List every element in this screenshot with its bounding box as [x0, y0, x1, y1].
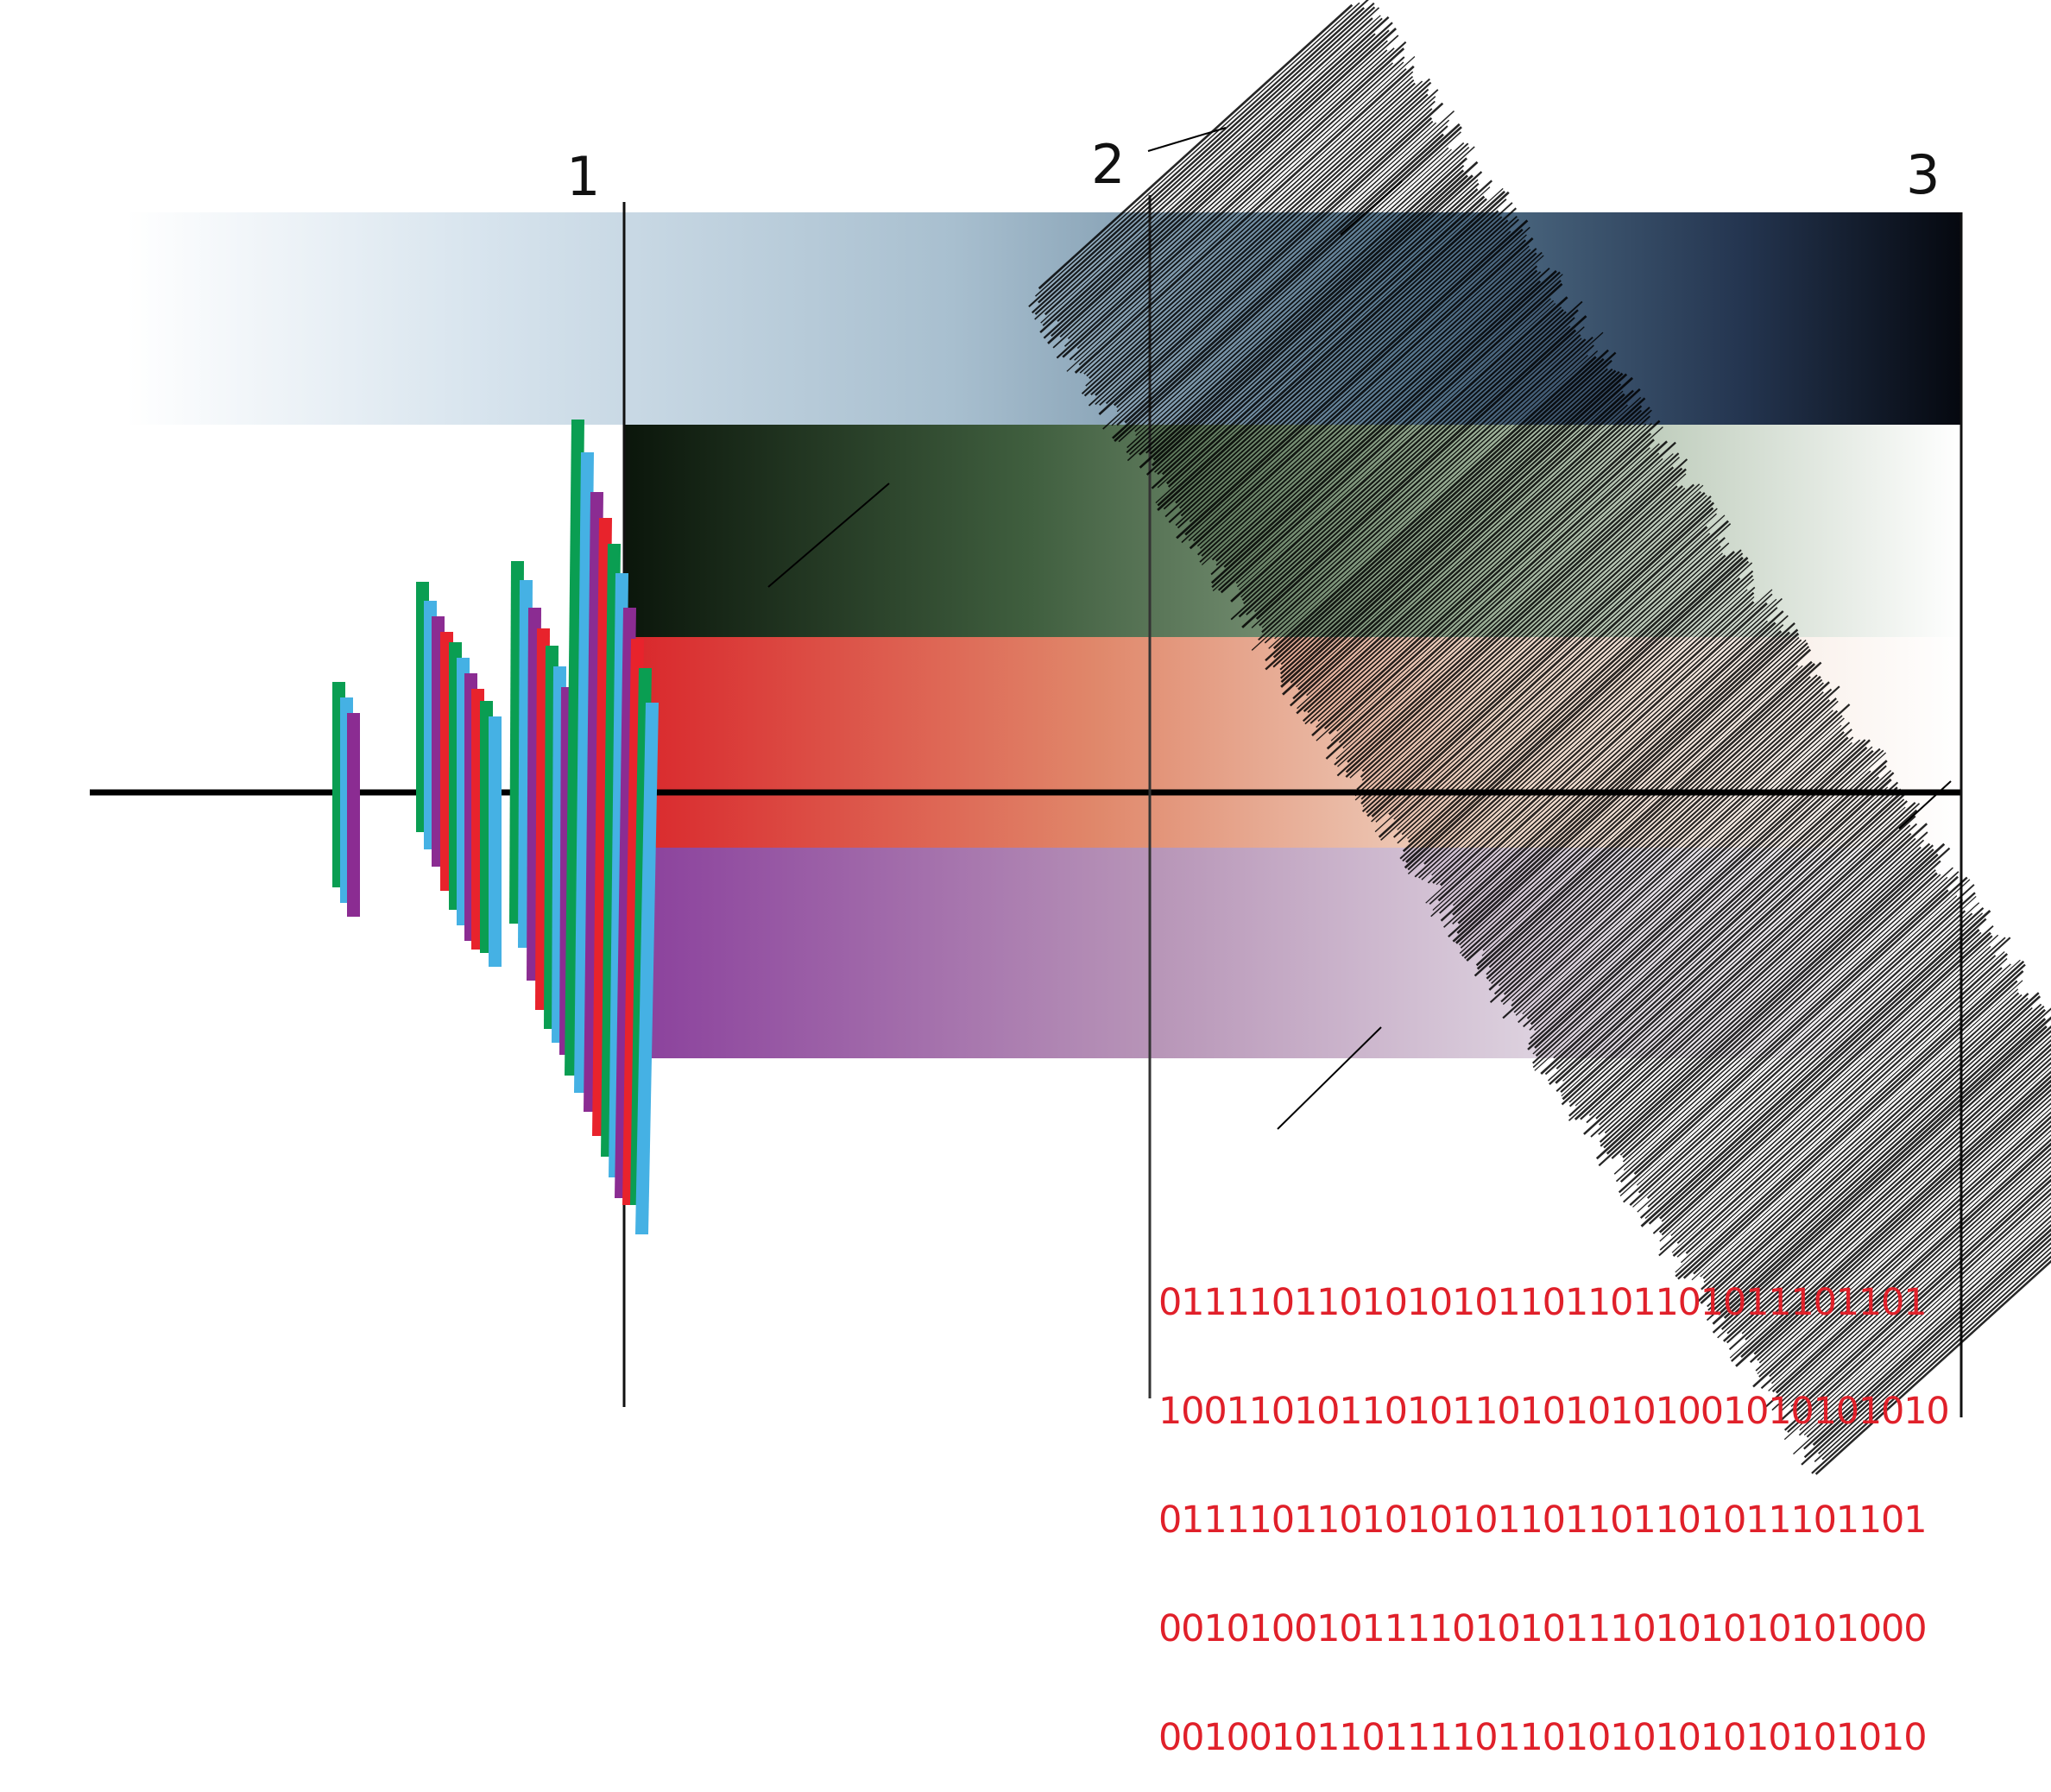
binary-line: 0111101101010101101101101011101101 [1158, 1284, 1949, 1321]
binary-text-block: 0111101101010101101101101011101101 10011… [1158, 1212, 1949, 1792]
colored-bar [347, 713, 360, 917]
binary-line: 0010010110111101101010101010101010 [1158, 1719, 1949, 1756]
colored-bar-clusters [332, 420, 659, 1234]
binary-line: 0111101101010101101101101011101101 [1158, 1502, 1949, 1538]
marker-label-1: 1 [566, 150, 600, 204]
binary-line: 10011010110101101010101001010101010 [1158, 1393, 1949, 1429]
band-blue [126, 212, 1962, 425]
colored-bar [489, 716, 502, 967]
marker-label-2: 2 [1091, 138, 1125, 192]
marker-label-3: 3 [1906, 148, 1940, 202]
binary-line: 0010100101111010101110101010101000 [1158, 1611, 1949, 1647]
